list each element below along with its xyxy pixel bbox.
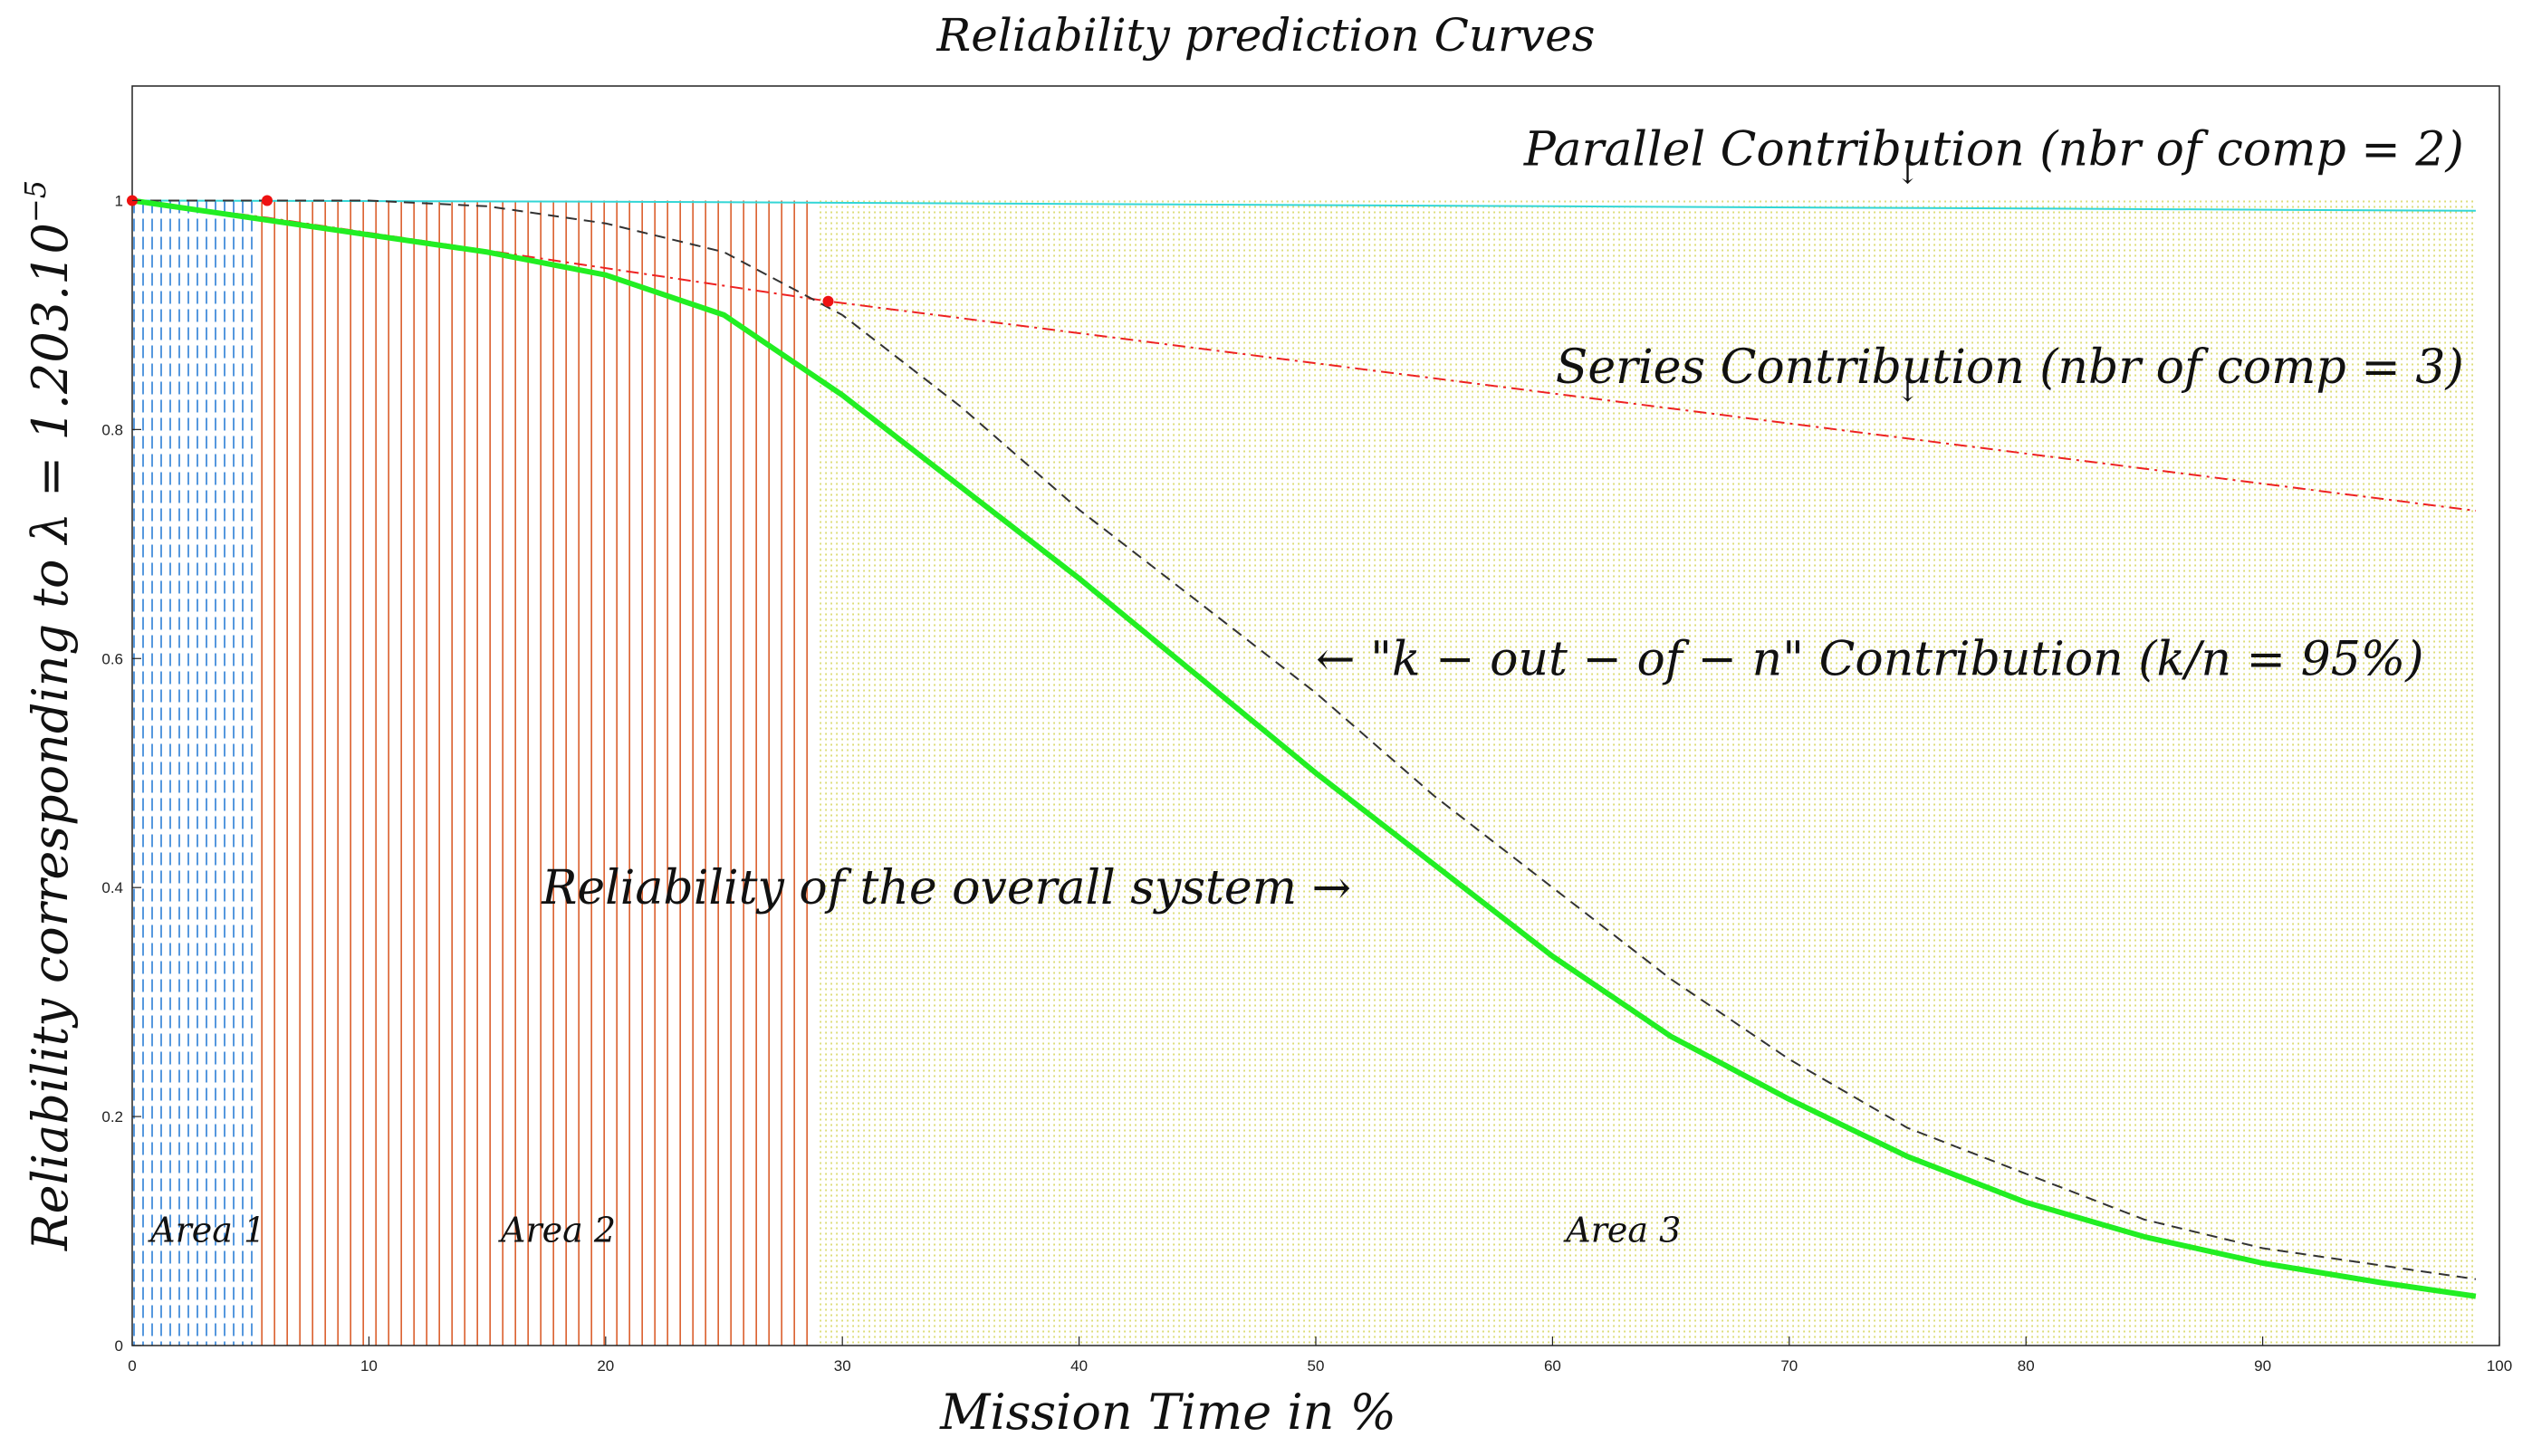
parallel-contribution-line — [131, 199, 2476, 212]
y-tick-label: 0.6 — [101, 650, 123, 667]
y-tick-label: 1 — [115, 192, 123, 209]
y-axis-label-exponent: −5 — [18, 180, 53, 223]
annotation-text: Series Contribution (nbr of comp = 3) — [1556, 340, 2464, 395]
annotation-text: ← "k − out − of − n" Contribution (k/n =… — [1316, 632, 2424, 686]
x-tick-label: 70 — [1780, 1357, 1798, 1375]
area-hatching — [133, 200, 2473, 1346]
annotation-text: Parallel Contribution (nbr of comp = 2) — [1523, 123, 2464, 177]
x-tick-label: 40 — [1070, 1357, 1088, 1375]
series-lines — [131, 197, 2477, 1299]
overall-system-line — [131, 197, 2477, 1299]
y-tick-label: 0.2 — [101, 1108, 123, 1126]
annotation-arrow: ↓ — [1896, 377, 1919, 408]
x-axis-ticks: 0 10 20 30 40 50 60 70 80 90 100 — [128, 1336, 2512, 1375]
y-tick-label: 0 — [115, 1337, 123, 1355]
y-tick-label: 0.8 — [101, 421, 123, 438]
x-axis-label: Mission Time in % — [939, 1384, 1396, 1441]
x-tick-label: 60 — [1544, 1357, 1561, 1375]
annotation-text: Reliability of the overall system → — [541, 861, 1351, 915]
area-2-hatch — [261, 200, 808, 1346]
annotations: Parallel Contribution (nbr of comp = 2) S… — [541, 123, 2464, 916]
y-axis-label-main: Reliability corresponding to λ = 1.203.1… — [22, 223, 79, 1251]
area-label: Area 1 — [148, 1211, 265, 1250]
area-label: Area 3 — [1563, 1211, 1681, 1250]
area-1-hatch — [133, 200, 253, 1346]
marker-point — [822, 295, 834, 307]
x-tick-label: 90 — [2254, 1357, 2271, 1375]
x-tick-label: 100 — [2487, 1357, 2512, 1375]
series-contribution-line — [131, 199, 2477, 512]
k-out-of-n-contribution-line — [132, 199, 2477, 1280]
x-tick-label: 50 — [1308, 1357, 1325, 1375]
y-axis-ticks: 0 0.2 0.4 0.6 0.8 1 — [101, 192, 141, 1355]
x-tick-label: 80 — [2018, 1357, 2035, 1375]
area-labels: Area 1 Area 2 Area 3 — [148, 1211, 1681, 1250]
x-tick-label: 30 — [834, 1357, 851, 1375]
annotation-arrow: ↓ — [1896, 158, 1919, 190]
plot-frame — [131, 85, 2500, 1346]
x-tick-label: 20 — [597, 1357, 614, 1375]
plot-border — [131, 85, 2500, 1346]
area-label: Area 2 — [498, 1211, 616, 1250]
x-tick-label: 10 — [360, 1357, 378, 1375]
chart-title: Reliability prediction Curves — [936, 9, 1596, 62]
x-tick-label: 0 — [128, 1357, 136, 1375]
marker-point — [261, 195, 273, 206]
area-3-hatch — [820, 200, 2473, 1346]
y-tick-label: 0.4 — [101, 879, 123, 896]
y-axis-label: Reliability corresponding to λ = 1.203.1… — [18, 180, 79, 1251]
